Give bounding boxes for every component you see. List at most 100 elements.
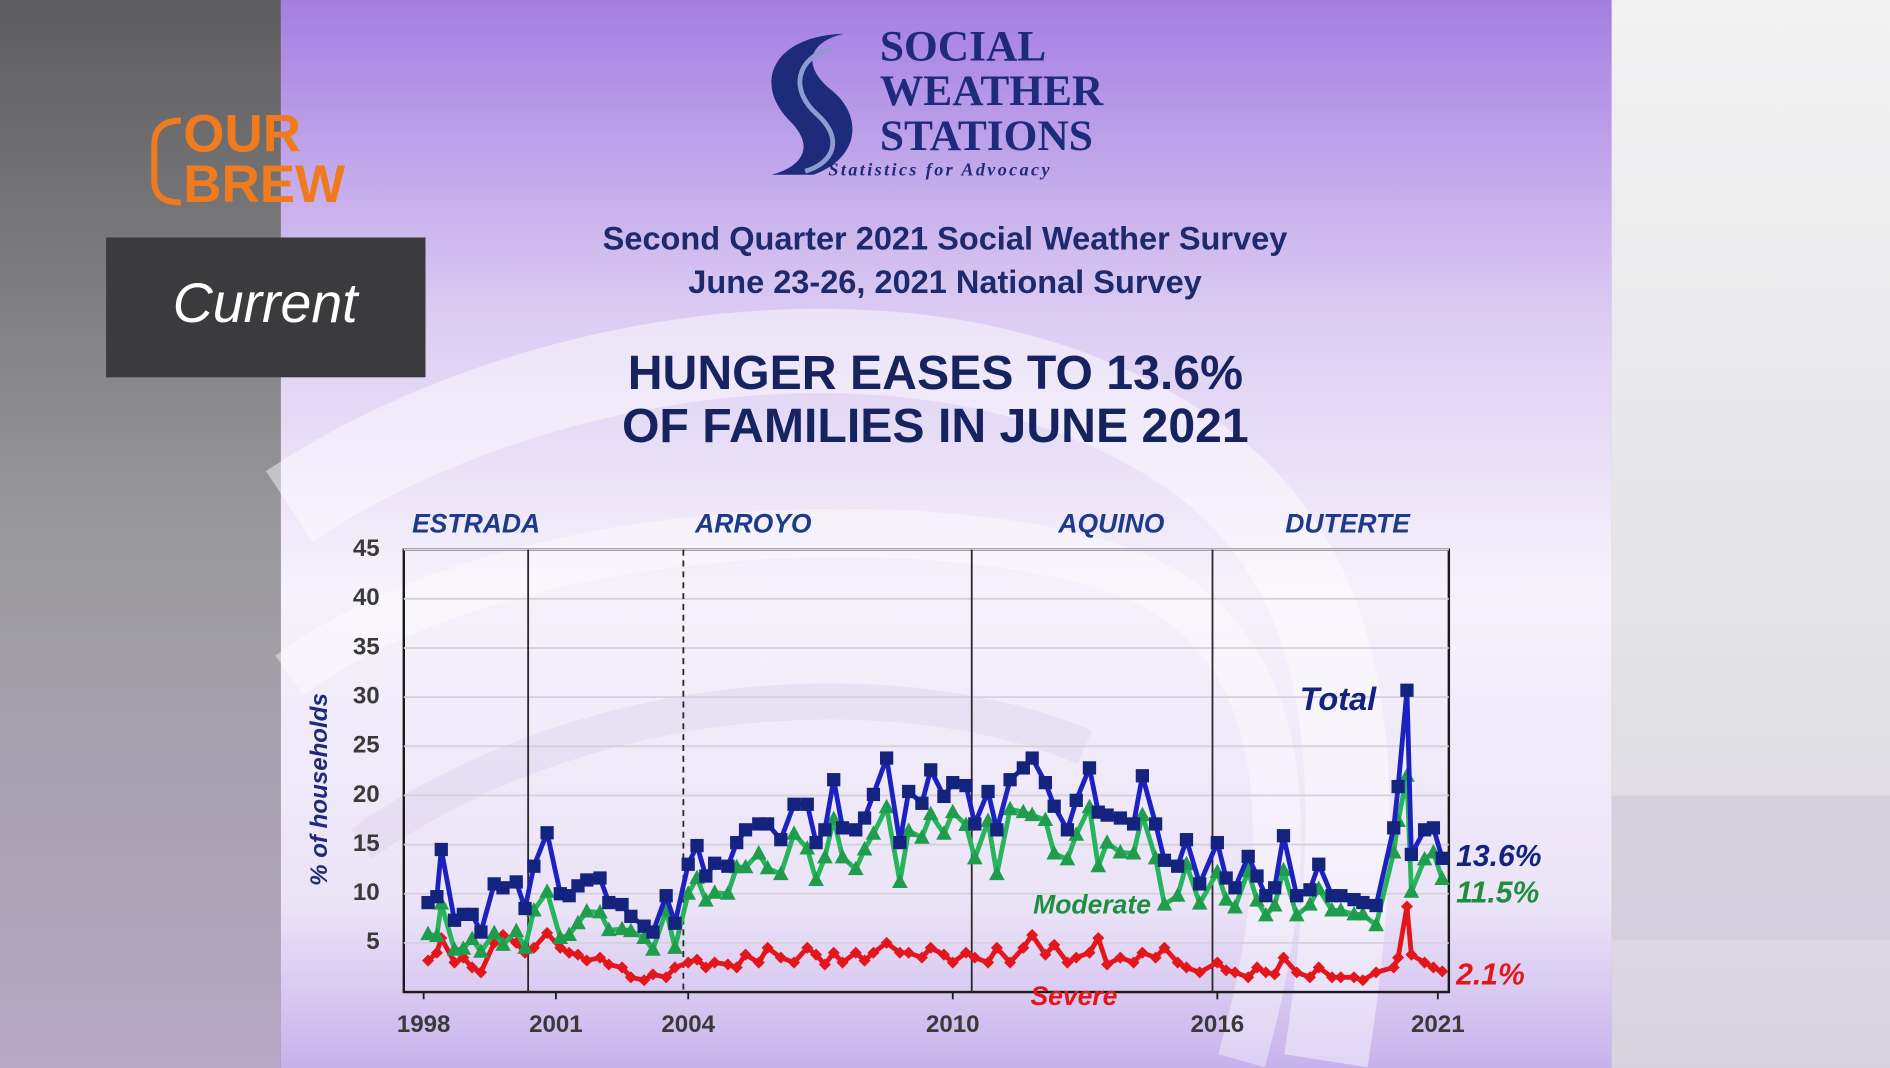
point bbox=[1227, 899, 1243, 914]
point bbox=[1288, 906, 1305, 922]
subtitle: June 23-26, 2021 National Survey bbox=[688, 264, 1202, 300]
point bbox=[1061, 956, 1074, 969]
x-tick-label: 2010 bbox=[926, 1011, 980, 1038]
point bbox=[834, 848, 851, 864]
point bbox=[1302, 896, 1318, 911]
y-tick-label: 40 bbox=[353, 584, 380, 611]
logo-swoosh-line bbox=[797, 45, 836, 174]
point bbox=[517, 939, 533, 954]
point bbox=[1405, 948, 1418, 961]
point bbox=[968, 951, 981, 964]
point bbox=[615, 897, 629, 912]
point bbox=[1368, 916, 1384, 932]
point bbox=[759, 859, 776, 875]
point bbox=[1046, 844, 1063, 860]
point bbox=[865, 825, 882, 840]
point bbox=[739, 948, 752, 961]
point bbox=[1400, 900, 1413, 913]
point bbox=[902, 946, 915, 959]
y-tick-label: 20 bbox=[353, 781, 380, 808]
point bbox=[1169, 887, 1186, 902]
point bbox=[1114, 951, 1127, 964]
point bbox=[1276, 829, 1291, 843]
era-label: ESTRADA bbox=[412, 509, 540, 539]
point bbox=[937, 789, 951, 804]
y-tick-label: 5 bbox=[366, 928, 379, 955]
logo-name: STATIONS bbox=[880, 112, 1093, 160]
point bbox=[422, 954, 435, 967]
point bbox=[448, 956, 461, 969]
point bbox=[959, 946, 973, 959]
point bbox=[1126, 817, 1141, 831]
point bbox=[966, 849, 983, 865]
point bbox=[856, 841, 873, 856]
point bbox=[1249, 892, 1265, 907]
point bbox=[592, 903, 608, 919]
point bbox=[430, 946, 443, 959]
point bbox=[1303, 883, 1317, 897]
point bbox=[827, 773, 841, 787]
point bbox=[1112, 844, 1129, 859]
point bbox=[817, 848, 833, 864]
point bbox=[1228, 881, 1242, 895]
point bbox=[1387, 961, 1400, 974]
point bbox=[1400, 683, 1414, 697]
point bbox=[866, 787, 881, 802]
point bbox=[1250, 869, 1264, 883]
point bbox=[915, 951, 928, 964]
point bbox=[509, 875, 523, 889]
swirl bbox=[351, 683, 1092, 859]
point bbox=[892, 873, 908, 888]
point bbox=[496, 881, 510, 895]
point bbox=[835, 821, 850, 835]
point bbox=[1149, 951, 1162, 964]
point bbox=[1404, 847, 1418, 862]
point bbox=[1258, 906, 1274, 922]
point bbox=[893, 835, 907, 850]
point bbox=[1334, 889, 1348, 903]
point bbox=[937, 948, 950, 961]
swirl bbox=[265, 308, 1390, 1068]
point bbox=[699, 961, 712, 974]
point bbox=[878, 798, 895, 814]
point bbox=[1157, 853, 1172, 867]
point bbox=[849, 946, 862, 959]
point bbox=[1002, 800, 1018, 816]
y-tick-label: 35 bbox=[353, 633, 380, 660]
point bbox=[772, 865, 789, 881]
era-label: AQUINO bbox=[1057, 509, 1164, 539]
point bbox=[847, 860, 864, 876]
point bbox=[570, 914, 586, 930]
point bbox=[936, 825, 952, 840]
point bbox=[593, 871, 607, 885]
x-tick-label: 2016 bbox=[1191, 1011, 1245, 1038]
logo-tagline: Statistics for Advocacy bbox=[828, 159, 1051, 179]
point bbox=[1037, 811, 1054, 827]
point bbox=[708, 856, 722, 870]
point bbox=[808, 871, 824, 886]
point bbox=[1113, 811, 1127, 825]
point bbox=[434, 842, 448, 857]
point bbox=[578, 902, 595, 918]
point bbox=[430, 890, 444, 904]
point bbox=[944, 803, 961, 819]
point bbox=[698, 892, 714, 907]
y-axis-label: % of households bbox=[306, 693, 333, 886]
point bbox=[982, 956, 995, 969]
point bbox=[721, 859, 735, 873]
point bbox=[1268, 881, 1282, 895]
point bbox=[1125, 844, 1142, 860]
point bbox=[774, 833, 788, 847]
point bbox=[800, 797, 814, 811]
point bbox=[690, 838, 704, 853]
point bbox=[1099, 834, 1115, 849]
point bbox=[1220, 964, 1233, 977]
point bbox=[738, 823, 753, 837]
point bbox=[1171, 859, 1185, 873]
point bbox=[1418, 956, 1431, 969]
point bbox=[1241, 849, 1255, 864]
point bbox=[420, 925, 436, 941]
point bbox=[681, 857, 695, 871]
